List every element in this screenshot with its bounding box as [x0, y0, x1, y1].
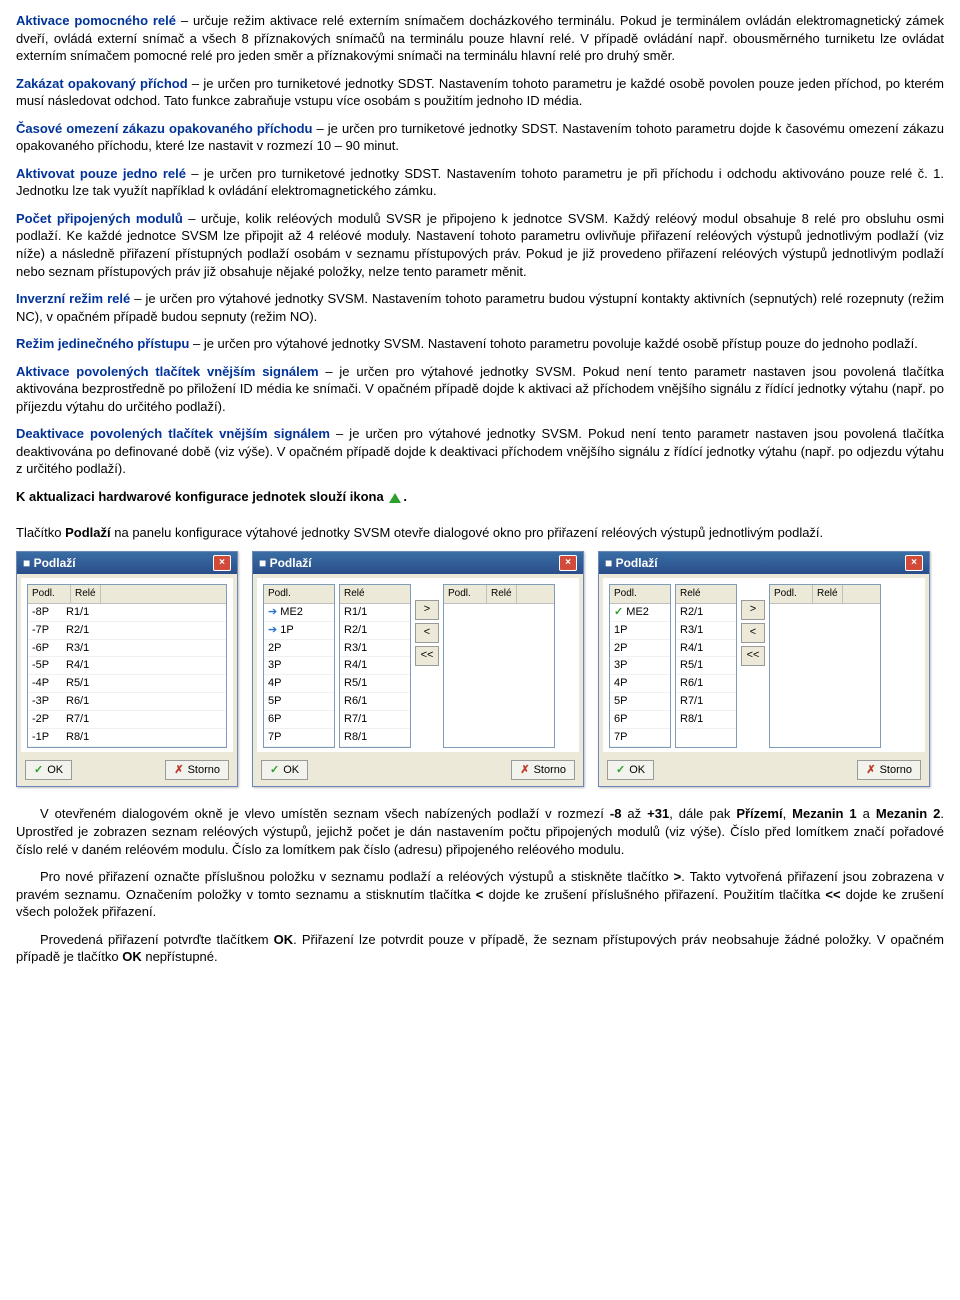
ok-button[interactable]: ✓OK: [25, 760, 72, 781]
term-1: Aktivace pomocného relé: [16, 13, 176, 28]
unassign-button[interactable]: <: [741, 623, 765, 643]
term-7: Režim jedinečného přístupu: [16, 336, 189, 351]
clear-button[interactable]: <<: [741, 646, 765, 666]
para-11: Tlačítko Podlaží na panelu konfigurace v…: [16, 524, 944, 542]
assign-button[interactable]: >: [415, 600, 439, 620]
para-7: Režim jedinečného přístupu – je určen pr…: [16, 335, 944, 353]
unassign-button[interactable]: <: [415, 623, 439, 643]
para-12: V otevřeném dialogovém okně je vlevo umí…: [16, 805, 944, 858]
para-14: Provedená přiřazení potvrďte tlačítkem O…: [16, 931, 944, 966]
dialog-row: ■ Podlaží × Podl.Relé -8PR1/1-7PR2/1-6PR…: [16, 551, 944, 787]
term-8: Aktivace povolených tlačítek vnějším sig…: [16, 364, 319, 379]
term-4: Aktivovat pouze jedno relé: [16, 166, 186, 181]
triangle-icon: [389, 493, 401, 503]
dialog-2: ■ Podlaží × Podl. ➔ ME2➔ 1P2P3P4P5P6P7P …: [252, 551, 584, 787]
para-10: K aktualizaci hardwarové konfigurace jed…: [16, 488, 944, 506]
storno-button[interactable]: ✗Storno: [165, 760, 229, 781]
para-1: Aktivace pomocného relé – určuje režim a…: [16, 12, 944, 65]
ok-button[interactable]: ✓OK: [261, 760, 308, 781]
para-8: Aktivace povolených tlačítek vnějším sig…: [16, 363, 944, 416]
term-3: Časové omezení zákazu opakovaného přícho…: [16, 121, 312, 136]
dialog-3: ■ Podlaží × Podl. ✓ ME21P2P3P4P5P6P7P Re…: [598, 551, 930, 787]
body-10: K aktualizaci hardwarové konfigurace jed…: [16, 489, 387, 504]
term-9: Deaktivace povolených tlačítek vnějším s…: [16, 426, 330, 441]
close-icon[interactable]: ×: [213, 555, 231, 571]
storno-button[interactable]: ✗Storno: [511, 760, 575, 781]
btn-col-2: > < <<: [415, 584, 439, 747]
term-6: Inverzní režim relé: [16, 291, 130, 306]
para-9: Deaktivace povolených tlačítek vnějším s…: [16, 425, 944, 478]
titlebar-2: ■ Podlaží ×: [253, 552, 583, 574]
term-2: Zakázat opakovaný příchod: [16, 76, 188, 91]
btn-col-3: > < <<: [741, 584, 765, 747]
list-1[interactable]: Podl.Relé -8PR1/1-7PR2/1-6PR3/1-5PR4/1-4…: [27, 584, 227, 747]
list-2-left[interactable]: Podl. ➔ ME2➔ 1P2P3P4P5P6P7P: [263, 584, 335, 747]
close-icon[interactable]: ×: [905, 555, 923, 571]
titlebar-3: ■ Podlaží ×: [599, 552, 929, 574]
dialog-1: ■ Podlaží × Podl.Relé -8PR1/1-7PR2/1-6PR…: [16, 551, 238, 787]
close-icon[interactable]: ×: [559, 555, 577, 571]
term-5: Počet připojených modulů: [16, 211, 183, 226]
body-6: – je určen pro výtahové jednotky SVSM. N…: [16, 291, 944, 324]
list-3-mid[interactable]: Relé R2/1R3/1R4/1R5/1R6/1R7/1R8/1: [675, 584, 737, 747]
para-2: Zakázat opakovaný příchod – je určen pro…: [16, 75, 944, 110]
storno-button[interactable]: ✗Storno: [857, 760, 921, 781]
body-7: – je určen pro výtahové jednotky SVSM. N…: [189, 336, 917, 351]
list-2-right[interactable]: Podl.Relé: [443, 584, 555, 747]
assign-button[interactable]: >: [741, 600, 765, 620]
titlebar-1: ■ Podlaží ×: [17, 552, 237, 574]
ok-button[interactable]: ✓OK: [607, 760, 654, 781]
para-4: Aktivovat pouze jedno relé – je určen pr…: [16, 165, 944, 200]
para-5: Počet připojených modulů – určuje, kolik…: [16, 210, 944, 280]
list-2-mid[interactable]: Relé R1/1R2/1R3/1R4/1R5/1R6/1R7/1R8/1: [339, 584, 411, 747]
list-3-left[interactable]: Podl. ✓ ME21P2P3P4P5P6P7P: [609, 584, 671, 747]
para-3: Časové omezení zákazu opakovaného přícho…: [16, 120, 944, 155]
para-13: Pro nové přiřazení označte příslušnou po…: [16, 868, 944, 921]
list-3-right[interactable]: Podl.Relé: [769, 584, 881, 747]
clear-button[interactable]: <<: [415, 646, 439, 666]
para-6: Inverzní režim relé – je určen pro výtah…: [16, 290, 944, 325]
